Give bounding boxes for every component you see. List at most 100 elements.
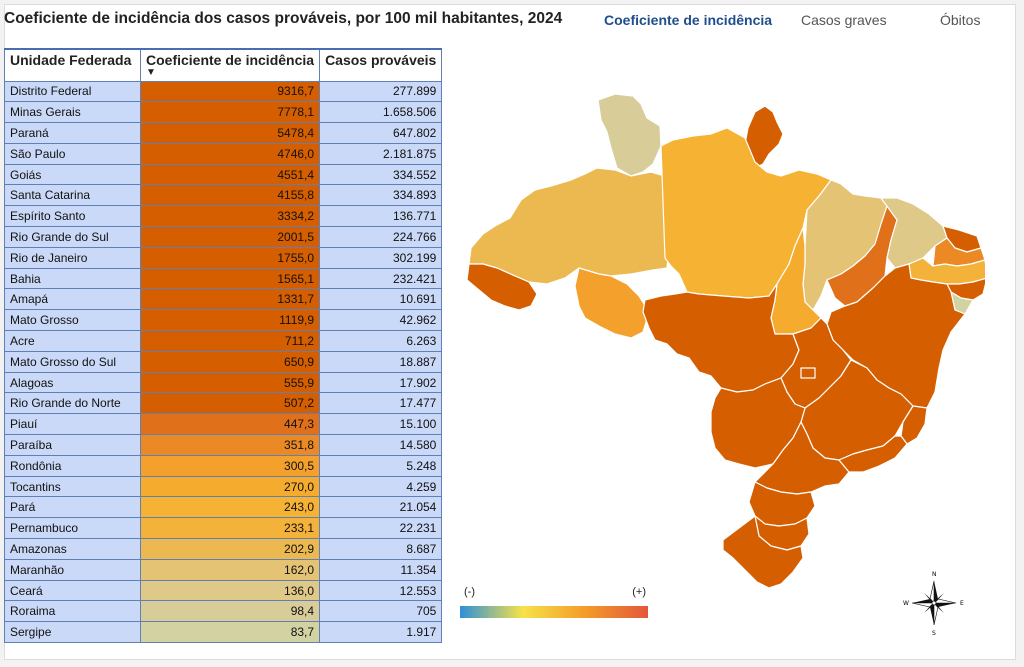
table-header-row: Unidade Federada Coeficiente de incidênc… bbox=[4, 48, 443, 82]
cell-uf: Pará bbox=[4, 496, 141, 519]
table-row[interactable]: Paraíba 351,8 14.580 bbox=[4, 434, 443, 456]
cell-uf: Piauí bbox=[4, 413, 141, 436]
cell-cases: 1.917 bbox=[319, 621, 443, 644]
compass-w: W bbox=[903, 600, 909, 607]
table-row[interactable]: Pará 243,0 21.054 bbox=[4, 496, 443, 519]
table-row[interactable]: Acre 711,2 6.263 bbox=[4, 330, 443, 352]
cell-coef: 1331,7 bbox=[139, 288, 321, 311]
cell-uf: Minas Gerais bbox=[4, 101, 141, 124]
cell-cases: 42.962 bbox=[319, 309, 443, 332]
cell-coef: 1755,0 bbox=[139, 246, 321, 269]
cell-cases: 11.354 bbox=[319, 558, 443, 581]
cell-coef: 83,7 bbox=[139, 621, 321, 644]
table-row[interactable]: Ceará 136,0 12.553 bbox=[4, 579, 443, 602]
table-row[interactable]: Amazonas 202,9 8.687 bbox=[4, 538, 443, 560]
column-header-uf[interactable]: Unidade Federada bbox=[4, 48, 141, 82]
cell-uf: Amapá bbox=[4, 288, 141, 311]
tab-coeficiente-incidencia[interactable]: Coeficiente de incidência bbox=[604, 12, 773, 28]
map-region-acre[interactable] bbox=[466, 263, 538, 311]
cell-uf: Goiás bbox=[4, 163, 141, 186]
cell-uf: Tocantins bbox=[4, 475, 141, 498]
table-row[interactable]: Roraima 98,4 705 bbox=[4, 600, 443, 623]
legend-min-label: (-) bbox=[464, 586, 475, 598]
table-row[interactable]: Piauí 447,3 15.100 bbox=[4, 413, 443, 436]
cell-coef: 4155,8 bbox=[139, 184, 321, 207]
cell-cases: 136.771 bbox=[319, 205, 443, 228]
cell-uf: Rondônia bbox=[4, 454, 141, 477]
cell-coef: 300,5 bbox=[139, 454, 321, 477]
table-row[interactable]: Sergipe 83,7 1.917 bbox=[4, 621, 443, 644]
compass-e: E bbox=[960, 600, 964, 607]
cell-cases: 18.887 bbox=[319, 350, 443, 373]
brazil-map bbox=[466, 93, 985, 588]
cell-cases: 8.687 bbox=[319, 538, 443, 560]
tab-obitos[interactable]: Óbitos bbox=[940, 12, 981, 28]
cell-cases: 647.802 bbox=[319, 122, 443, 144]
table-row[interactable]: Mato Grosso 1119,9 42.962 bbox=[4, 309, 443, 332]
table-row[interactable]: Maranhão 162,0 11.354 bbox=[4, 558, 443, 581]
column-header-cases-label: Casos prováveis bbox=[325, 52, 437, 68]
cell-uf: Alagoas bbox=[4, 371, 141, 394]
cell-cases: 705 bbox=[319, 600, 443, 623]
legend-gradient-bar bbox=[460, 606, 648, 618]
table-row[interactable]: Rio de Janeiro 1755,0 302.199 bbox=[4, 246, 443, 269]
page-title: Coeficiente de incidência dos casos prov… bbox=[4, 10, 563, 27]
cell-coef: 5478,4 bbox=[139, 122, 321, 144]
cell-uf: Rio Grande do Sul bbox=[4, 226, 141, 248]
cell-cases: 14.580 bbox=[319, 434, 443, 456]
cell-uf: Amazonas bbox=[4, 538, 141, 560]
cell-coef: 98,4 bbox=[139, 600, 321, 623]
cell-cases: 6.263 bbox=[319, 330, 443, 352]
map-region-amazonas[interactable] bbox=[468, 165, 684, 285]
cell-coef: 162,0 bbox=[139, 558, 321, 581]
cell-coef: 136,0 bbox=[139, 579, 321, 602]
compass-s: S bbox=[932, 630, 936, 636]
tab-casos-graves[interactable]: Casos graves bbox=[801, 12, 887, 28]
cell-uf: Paraná bbox=[4, 122, 141, 144]
table-row[interactable]: Rondônia 300,5 5.248 bbox=[4, 454, 443, 477]
cell-coef: 243,0 bbox=[139, 496, 321, 519]
cell-uf: Rio de Janeiro bbox=[4, 246, 141, 269]
color-legend: (-) (+) bbox=[460, 586, 650, 622]
table-row[interactable]: Minas Gerais 7778,1 1.658.506 bbox=[4, 101, 443, 124]
map-region-rio-de-janeiro[interactable] bbox=[838, 435, 908, 473]
table-row[interactable]: Alagoas 555,9 17.902 bbox=[4, 371, 443, 394]
table-row[interactable]: Tocantins 270,0 4.259 bbox=[4, 475, 443, 498]
map-region-rio-grande-do-sul[interactable] bbox=[722, 515, 804, 588]
table-row[interactable]: Goiás 4551,4 334.552 bbox=[4, 163, 443, 186]
cell-cases: 334.552 bbox=[319, 163, 443, 186]
cell-cases: 17.477 bbox=[319, 392, 443, 415]
table-row[interactable]: Distrito Federal 9316,7 277.899 bbox=[4, 80, 443, 103]
table-row[interactable]: Espírito Santo 3334,2 136.771 bbox=[4, 205, 443, 228]
map-region-rondonia[interactable] bbox=[574, 267, 650, 339]
compass-rose-icon: N S E W bbox=[903, 571, 964, 636]
table-row[interactable]: Paraná 5478,4 647.802 bbox=[4, 122, 443, 144]
cell-uf: Sergipe bbox=[4, 621, 141, 644]
sort-descending-icon[interactable]: ▼ bbox=[146, 67, 156, 78]
column-header-coef[interactable]: Coeficiente de incidência ▼ bbox=[139, 48, 321, 82]
map-region-distrito-federal[interactable] bbox=[800, 367, 816, 379]
cell-uf: Mato Grosso do Sul bbox=[4, 350, 141, 373]
map-region-espirito-santo[interactable] bbox=[900, 405, 928, 445]
table-row[interactable]: Bahia 1565,1 232.421 bbox=[4, 267, 443, 290]
cell-cases: 12.553 bbox=[319, 579, 443, 602]
cell-uf: São Paulo bbox=[4, 142, 141, 165]
table-row[interactable]: Santa Catarina 4155,8 334.893 bbox=[4, 184, 443, 207]
table-row[interactable]: Rio Grande do Norte 507,2 17.477 bbox=[4, 392, 443, 415]
cell-coef: 447,3 bbox=[139, 413, 321, 436]
cell-coef: 1565,1 bbox=[139, 267, 321, 290]
cell-coef: 650,9 bbox=[139, 350, 321, 373]
cell-cases: 22.231 bbox=[319, 517, 443, 540]
table-row[interactable]: Pernambuco 233,1 22.231 bbox=[4, 517, 443, 540]
table-row[interactable]: Rio Grande do Sul 2001,5 224.766 bbox=[4, 226, 443, 248]
map-region-roraima[interactable] bbox=[597, 93, 662, 177]
cell-uf: Acre bbox=[4, 330, 141, 352]
cell-coef: 3334,2 bbox=[139, 205, 321, 228]
table-row[interactable]: Amapá 1331,7 10.691 bbox=[4, 288, 443, 311]
cell-cases: 21.054 bbox=[319, 496, 443, 519]
table-row[interactable]: São Paulo 4746,0 2.181.875 bbox=[4, 142, 443, 165]
column-header-cases[interactable]: Casos prováveis bbox=[319, 48, 443, 82]
table-row[interactable]: Mato Grosso do Sul 650,9 18.887 bbox=[4, 350, 443, 373]
map-region-ceara[interactable] bbox=[880, 197, 948, 269]
cell-uf: Paraíba bbox=[4, 434, 141, 456]
